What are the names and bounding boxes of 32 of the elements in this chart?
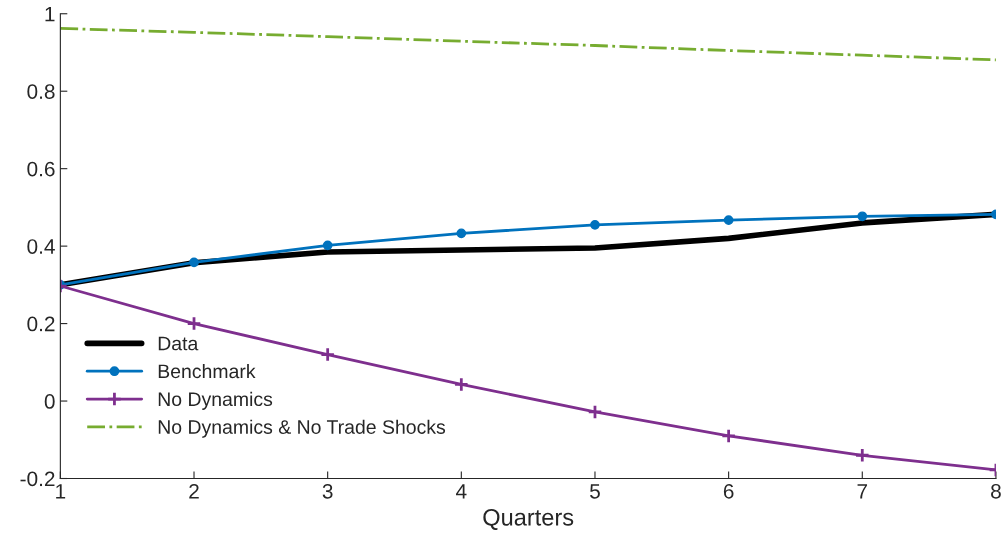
x-tick-label: 7	[857, 484, 868, 499]
point	[590, 219, 600, 230]
point	[587, 404, 603, 420]
y-tick-label: 0.8	[27, 84, 55, 99]
x-tick-label: 3	[322, 483, 333, 499]
legend-label: No Dynamics & No Trade Shocks	[158, 419, 446, 438]
point	[456, 228, 467, 239]
point	[189, 257, 199, 268]
point	[854, 447, 870, 463]
x-tick-label: 2	[189, 483, 199, 499]
x-tick-label: 8	[991, 483, 1001, 499]
legend-label: No Dynamics	[158, 391, 273, 410]
y-tick-label: 0	[44, 394, 55, 409]
legend-label: Benchmark	[158, 363, 256, 379]
y-tick-label: 0.4	[27, 239, 55, 254]
point	[186, 315, 202, 332]
point	[720, 428, 737, 444]
point	[857, 211, 868, 222]
x-tick-label: 4	[456, 484, 467, 499]
point	[320, 346, 336, 363]
point	[723, 215, 734, 226]
point	[322, 240, 333, 251]
y-tick-label: 0.2	[27, 316, 55, 332]
legend-label: Data	[158, 336, 199, 351]
x-tick-label: 6	[723, 483, 734, 499]
y-tick-label: 1	[45, 6, 55, 22]
x-tick-label: 1	[56, 484, 66, 499]
point	[453, 376, 469, 393]
y-tick-label: 0.6	[27, 161, 55, 177]
y-tick-label: -0.2	[20, 471, 55, 487]
x-axis-title: Quarters	[483, 508, 574, 530]
x-tick-label: 5	[590, 484, 600, 499]
